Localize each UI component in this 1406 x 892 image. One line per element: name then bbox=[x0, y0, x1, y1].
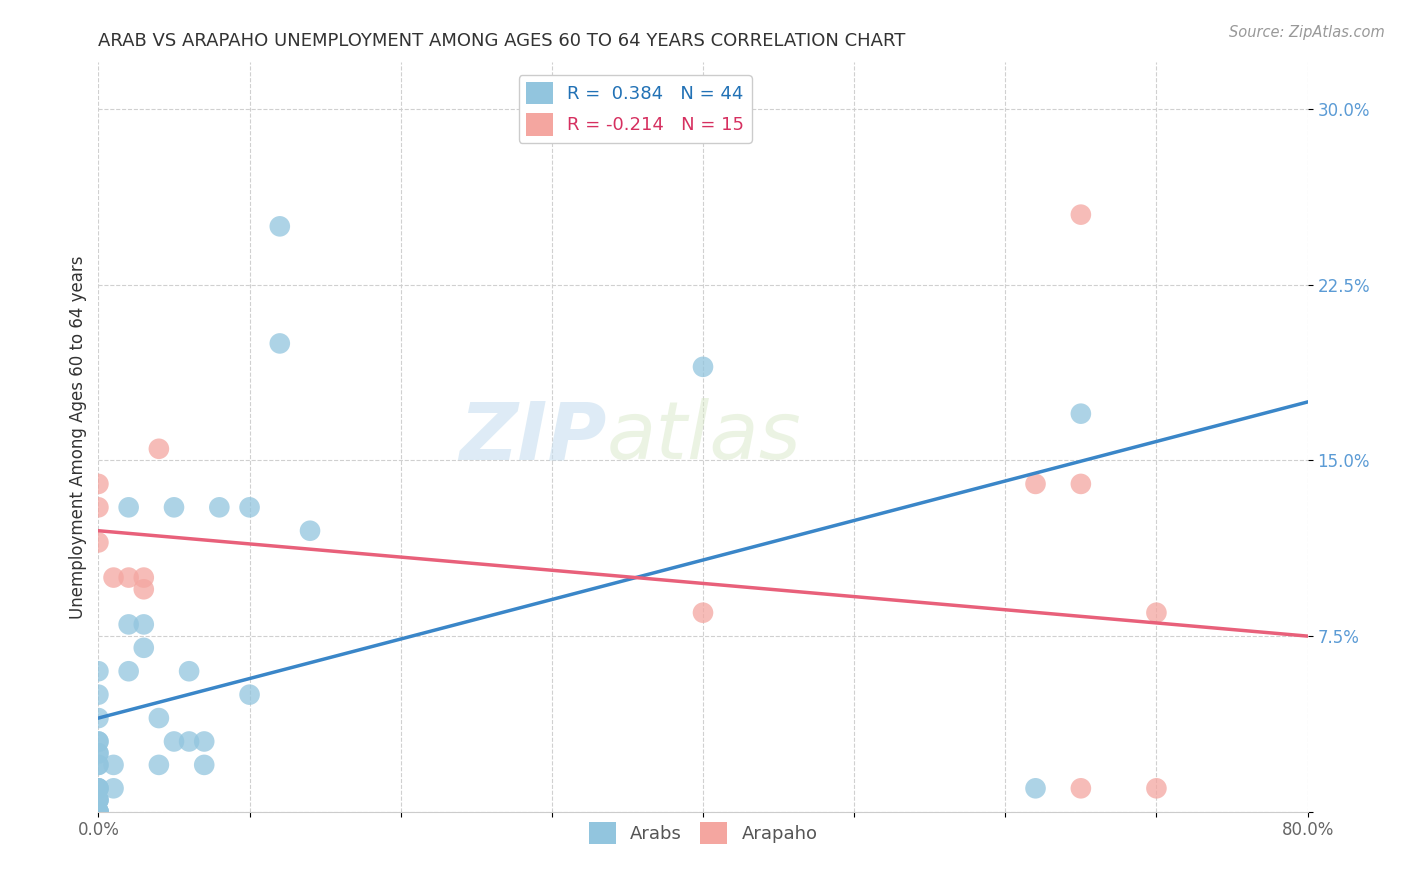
Point bbox=[87, 734, 110, 748]
Point bbox=[1070, 476, 1092, 491]
Point bbox=[87, 758, 110, 772]
Point bbox=[118, 617, 141, 632]
Point bbox=[148, 758, 170, 772]
Text: ARAB VS ARAPAHO UNEMPLOYMENT AMONG AGES 60 TO 64 YEARS CORRELATION CHART: ARAB VS ARAPAHO UNEMPLOYMENT AMONG AGES … bbox=[98, 32, 905, 50]
Point bbox=[1144, 606, 1167, 620]
Point bbox=[1024, 781, 1046, 796]
Point bbox=[87, 500, 110, 515]
Point bbox=[87, 805, 110, 819]
Point bbox=[118, 500, 141, 515]
Point bbox=[87, 688, 110, 702]
Point bbox=[193, 758, 215, 772]
Point bbox=[87, 805, 110, 819]
Point bbox=[239, 688, 262, 702]
Text: Source: ZipAtlas.com: Source: ZipAtlas.com bbox=[1229, 25, 1385, 40]
Legend: Arabs, Arapaho: Arabs, Arapaho bbox=[581, 815, 825, 851]
Point bbox=[692, 359, 714, 374]
Point bbox=[179, 734, 201, 748]
Point bbox=[269, 219, 291, 234]
Point bbox=[299, 524, 322, 538]
Point bbox=[1144, 781, 1167, 796]
Point bbox=[103, 758, 125, 772]
Point bbox=[692, 606, 714, 620]
Point bbox=[87, 805, 110, 819]
Point bbox=[132, 640, 155, 655]
Text: atlas: atlas bbox=[606, 398, 801, 476]
Point bbox=[87, 711, 110, 725]
Point bbox=[193, 734, 215, 748]
Point bbox=[87, 758, 110, 772]
Point bbox=[87, 746, 110, 760]
Y-axis label: Unemployment Among Ages 60 to 64 years: Unemployment Among Ages 60 to 64 years bbox=[69, 255, 87, 619]
Point bbox=[87, 746, 110, 760]
Point bbox=[163, 734, 186, 748]
Point bbox=[103, 571, 125, 585]
Point bbox=[87, 793, 110, 807]
Point bbox=[87, 476, 110, 491]
Point bbox=[118, 664, 141, 679]
Point bbox=[1070, 407, 1092, 421]
Point bbox=[87, 734, 110, 748]
Point bbox=[103, 781, 125, 796]
Point bbox=[239, 500, 262, 515]
Point bbox=[87, 793, 110, 807]
Point bbox=[148, 442, 170, 456]
Point bbox=[87, 664, 110, 679]
Point bbox=[163, 500, 186, 515]
Text: ZIP: ZIP bbox=[458, 398, 606, 476]
Point bbox=[87, 805, 110, 819]
Point bbox=[87, 805, 110, 819]
Point bbox=[1024, 476, 1046, 491]
Point bbox=[87, 793, 110, 807]
Point bbox=[132, 582, 155, 597]
Point bbox=[132, 617, 155, 632]
Point bbox=[118, 571, 141, 585]
Point bbox=[179, 664, 201, 679]
Point bbox=[87, 781, 110, 796]
Point bbox=[148, 711, 170, 725]
Point bbox=[1070, 208, 1092, 222]
Point bbox=[87, 781, 110, 796]
Point bbox=[269, 336, 291, 351]
Point bbox=[132, 571, 155, 585]
Point bbox=[87, 781, 110, 796]
Point bbox=[87, 535, 110, 549]
Point bbox=[1070, 781, 1092, 796]
Point bbox=[208, 500, 231, 515]
